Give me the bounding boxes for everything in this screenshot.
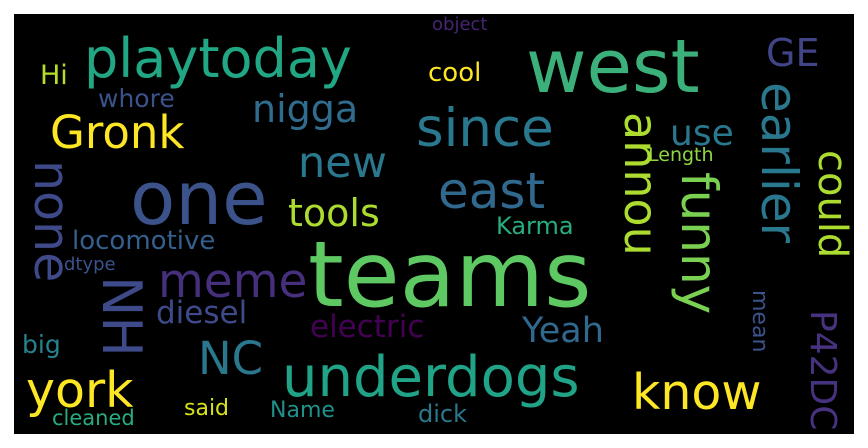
word-dick: dick bbox=[418, 400, 467, 428]
word-one: one bbox=[130, 156, 268, 242]
word-new: new bbox=[298, 138, 387, 188]
word-name: Name bbox=[270, 398, 335, 423]
word-ge: GE bbox=[766, 31, 820, 75]
word-yeah: Yeah bbox=[522, 311, 604, 351]
word-gronk: Gronk bbox=[50, 106, 185, 159]
word-meme: meme bbox=[158, 254, 308, 309]
word-nigga: nigga bbox=[252, 87, 359, 131]
word-york: york bbox=[26, 362, 134, 419]
word-cloud: teams west one playtoday since underdogs… bbox=[14, 14, 854, 434]
word-dtype: dtype bbox=[64, 254, 116, 275]
word-p42dc: P42DC bbox=[802, 310, 843, 431]
word-cleaned: cleaned bbox=[52, 406, 135, 430]
word-annou: annou bbox=[614, 112, 668, 256]
word-mean: mean bbox=[747, 290, 772, 353]
word-hi: Hi bbox=[40, 60, 68, 91]
word-teams: teams bbox=[308, 223, 592, 328]
word-funny: funny bbox=[670, 172, 728, 315]
word-none: none bbox=[23, 160, 80, 283]
word-playtoday: playtoday bbox=[84, 27, 352, 90]
word-karma: Karma bbox=[496, 212, 574, 240]
word-nh: NH bbox=[90, 276, 153, 357]
word-locomotive: locomotive bbox=[72, 226, 216, 256]
word-tools: tools bbox=[288, 191, 380, 235]
word-object: object bbox=[432, 14, 488, 35]
word-since: since bbox=[416, 98, 554, 159]
word-cool: cool bbox=[428, 58, 482, 88]
word-said: said bbox=[184, 396, 230, 421]
word-use: use bbox=[670, 113, 734, 154]
word-could: could bbox=[809, 150, 854, 259]
word-diesel: diesel bbox=[156, 295, 248, 331]
word-big: big bbox=[22, 330, 61, 359]
word-know: know bbox=[632, 364, 762, 421]
word-length: Length bbox=[648, 144, 714, 166]
word-west: west bbox=[526, 24, 700, 110]
word-underdogs: underdogs bbox=[282, 345, 580, 410]
word-electric: electric bbox=[310, 309, 425, 345]
word-whore: whore bbox=[98, 84, 175, 113]
word-nc: NC bbox=[198, 332, 264, 385]
word-earlier: earlier bbox=[750, 82, 808, 244]
word-east: east bbox=[438, 162, 546, 220]
